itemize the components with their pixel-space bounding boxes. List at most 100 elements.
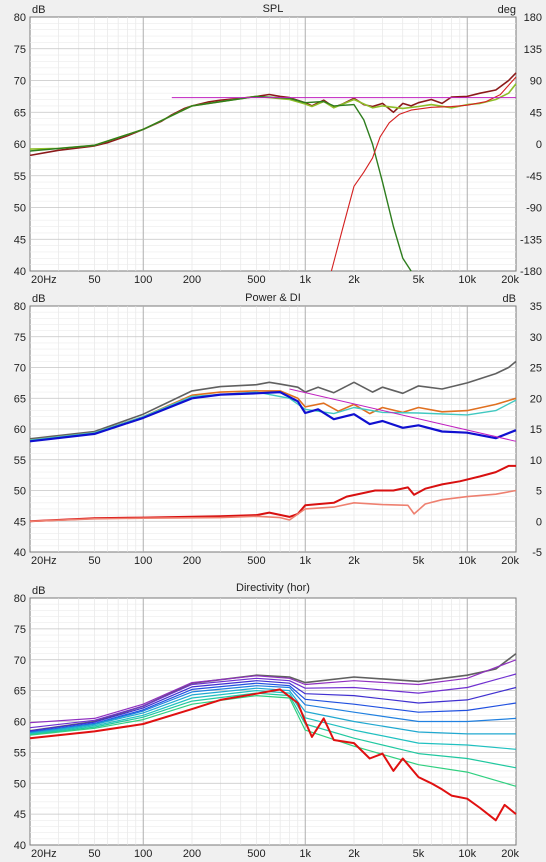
y-tick-label-left: 60 xyxy=(14,424,26,436)
series-line-5 xyxy=(29,464,516,523)
y-tick-label-right: -135 xyxy=(520,234,542,246)
series-line-7 xyxy=(29,690,517,750)
x-tick-label: 1k xyxy=(299,274,311,286)
y-tick-label-left: 40 xyxy=(14,266,26,278)
y-tick-label-right: 15 xyxy=(530,424,542,436)
directivity-title: Directivity (hor) xyxy=(236,582,310,594)
y-tick-label-left: 65 xyxy=(14,686,26,698)
series-line-6 xyxy=(29,687,516,735)
series-line-2 xyxy=(29,95,412,272)
y-tick-label-left: 75 xyxy=(14,332,26,344)
x-tick-label: 20Hz xyxy=(31,848,57,860)
y-tick-label-left: 50 xyxy=(14,486,26,498)
series-line-1 xyxy=(29,659,517,724)
y-tick-label-right: 45 xyxy=(530,107,542,119)
y-tick-label-left: 40 xyxy=(14,547,26,559)
y-tick-label-left: 80 xyxy=(14,593,26,605)
y-tick-label-right: 90 xyxy=(530,76,542,88)
x-tick-label: 2k xyxy=(348,555,360,567)
series-line-10 xyxy=(29,688,517,822)
series-line-3 xyxy=(29,391,517,443)
series-line-3 xyxy=(29,680,517,732)
y-tick-label-right: -90 xyxy=(526,203,542,215)
x-tick-label: 2k xyxy=(348,274,360,286)
spl-series xyxy=(29,72,517,272)
y-tick-label-left: 50 xyxy=(14,203,26,215)
y-tick-label-left: 70 xyxy=(14,76,26,88)
series-line-2 xyxy=(29,673,517,729)
y-tick-label-right: 25 xyxy=(530,363,542,375)
directivity-panel: Directivity (hor) dB 20Hz 50 100 200 500 1k 2k… xyxy=(14,582,520,860)
spl-left-unit: dB xyxy=(32,4,45,16)
y-tick-label-right: 5 xyxy=(536,486,542,498)
directivity-series xyxy=(29,652,517,822)
x-tick-label: 20k xyxy=(501,555,519,567)
power-di-panel: Power & DI dB dB 20Hz 50 100 200 500 1k 2k 5k 10… xyxy=(14,292,542,567)
power-di-grid xyxy=(30,306,516,552)
x-tick-label: 5k xyxy=(413,274,425,286)
y-tick-label-left: 75 xyxy=(14,44,26,56)
power-di-right-unit: dB xyxy=(503,293,516,305)
series-line-1 xyxy=(29,390,517,441)
spl-y-ticks-right: 180 135 90 45 0 -45 -90 -135 -180 xyxy=(520,12,542,278)
y-tick-label-left: 65 xyxy=(14,393,26,405)
series-line-4 xyxy=(289,388,517,442)
series-line-3 xyxy=(330,76,517,272)
y-tick-label-left: 60 xyxy=(14,717,26,729)
power-di-x-ticks: 20Hz 50 100 200 500 1k 2k 5k 10k 20k xyxy=(31,555,519,567)
x-tick-label: 2k xyxy=(348,848,360,860)
series-line-0 xyxy=(29,360,517,440)
series-line-9 xyxy=(29,695,517,787)
x-tick-label: 1k xyxy=(299,848,311,860)
y-tick-label-left: 45 xyxy=(14,234,26,246)
x-tick-label: 50 xyxy=(88,555,100,567)
y-tick-label-left: 70 xyxy=(14,363,26,375)
x-tick-label: 500 xyxy=(247,274,265,286)
power-di-title: Power & DI xyxy=(245,292,301,304)
x-tick-label: 500 xyxy=(247,848,265,860)
y-tick-label-right: -180 xyxy=(520,266,542,278)
y-tick-label-left: 50 xyxy=(14,778,26,790)
x-tick-label: 10k xyxy=(458,848,476,860)
x-tick-label: 5k xyxy=(413,848,425,860)
x-tick-label: 20k xyxy=(501,848,519,860)
directivity-x-ticks: 20Hz 50 100 200 500 1k 2k 5k 10k 20k xyxy=(31,848,519,860)
x-tick-label: 50 xyxy=(88,274,100,286)
y-tick-label-left: 60 xyxy=(14,139,26,151)
y-tick-label-right: 35 xyxy=(530,301,542,313)
directivity-left-unit: dB xyxy=(32,585,45,597)
y-tick-label-right: 135 xyxy=(524,44,542,56)
spl-panel: SPL dB deg 20Hz 50 100 200 500 1k 2k 5k 10k 20k 8… xyxy=(14,3,542,286)
y-tick-label-left: 45 xyxy=(14,809,26,821)
directivity-y-ticks-left: 80 75 70 65 60 55 50 45 40 xyxy=(14,593,26,852)
y-tick-label-right: 0 xyxy=(536,139,542,151)
y-tick-label-left: 40 xyxy=(14,840,26,852)
x-tick-label: 20k xyxy=(501,274,519,286)
y-tick-label-right: -5 xyxy=(532,547,542,559)
spl-right-unit: deg xyxy=(498,4,516,16)
y-tick-label-right: -45 xyxy=(526,171,542,183)
power-di-left-unit: dB xyxy=(32,293,45,305)
series-line-4 xyxy=(29,682,517,733)
power-di-series xyxy=(29,360,517,523)
y-tick-label-left: 70 xyxy=(14,655,26,667)
y-tick-label-left: 55 xyxy=(14,455,26,467)
y-tick-label-left: 65 xyxy=(14,107,26,119)
x-tick-label: 200 xyxy=(183,848,201,860)
x-tick-label: 200 xyxy=(183,555,201,567)
spl-x-ticks: 20Hz 50 100 200 500 1k 2k 5k 10k 20k xyxy=(31,274,519,286)
y-tick-label-left: 55 xyxy=(14,171,26,183)
spl-grid xyxy=(30,17,516,271)
y-tick-label-left: 55 xyxy=(14,747,26,759)
x-tick-label: 10k xyxy=(458,555,476,567)
power-di-y-ticks-right: 35 30 25 20 15 10 5 0 -5 xyxy=(530,301,542,559)
x-tick-label: 20Hz xyxy=(31,555,57,567)
y-tick-label-left: 45 xyxy=(14,516,26,528)
x-tick-label: 100 xyxy=(134,274,152,286)
x-tick-label: 200 xyxy=(183,274,201,286)
y-tick-label-right: 10 xyxy=(530,455,542,467)
x-tick-label: 1k xyxy=(299,555,311,567)
y-tick-label-right: 30 xyxy=(530,332,542,344)
x-tick-label: 500 xyxy=(247,555,265,567)
